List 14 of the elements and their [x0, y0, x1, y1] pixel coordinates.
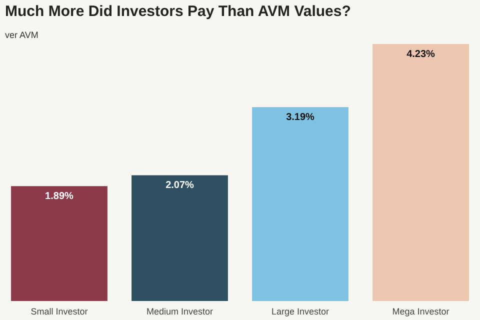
x-tick-label: Small Investor [30, 306, 88, 316]
chart-subtitle: ver AVM [5, 30, 38, 40]
chart-title: Much More Did Investors Pay Than AVM Values? [5, 3, 351, 20]
x-tick-label: Mega Investor [392, 306, 450, 316]
bar [252, 107, 348, 301]
data-label: 1.89% [45, 191, 74, 202]
x-tick-label: Medium Investor [146, 306, 214, 316]
bar [11, 186, 108, 301]
bar [132, 175, 228, 301]
x-tick-label: Large Investor [271, 306, 330, 316]
data-label: 3.19% [286, 112, 315, 124]
bar [372, 44, 469, 301]
data-label: 2.07% [166, 180, 194, 192]
data-label: 4.23% [406, 49, 436, 60]
